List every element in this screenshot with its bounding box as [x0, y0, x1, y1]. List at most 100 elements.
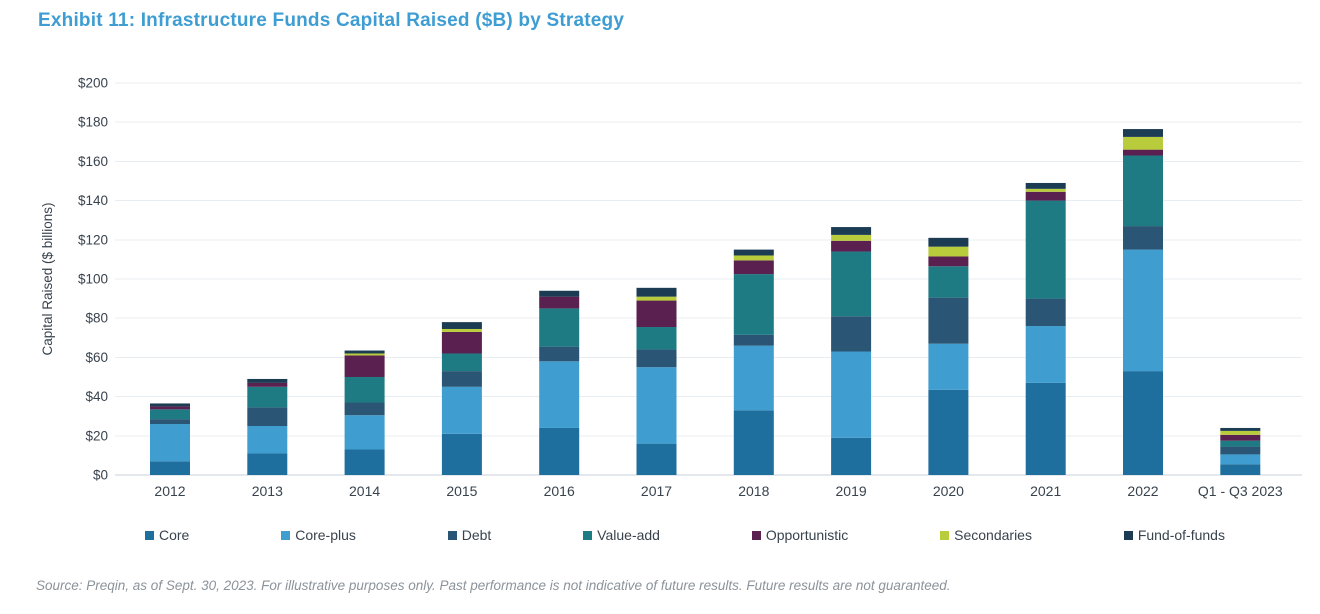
- bar-segment-2013-value-add: [247, 386, 288, 408]
- legend-swatch-icon: [940, 530, 950, 540]
- source-footnote: Source: Preqin, as of Sept. 30, 2023. Fo…: [36, 578, 951, 593]
- bar-segment-2021-core-plus: [1025, 326, 1066, 383]
- bar-segment-2021-debt: [1025, 298, 1066, 327]
- bar-segment-2015-fund-of-funds: [441, 322, 482, 329]
- x-tick-label: 2019: [836, 483, 867, 499]
- bar-segment-2015-secondaries: [441, 328, 482, 332]
- bar-segment-Q1-Q32023-fund-of-funds: [1220, 427, 1261, 431]
- bar-segment-2022-fund-of-funds: [1123, 129, 1163, 137]
- bar-segment-2017-secondaries: [636, 296, 677, 301]
- x-tick-label: 2021: [1030, 483, 1061, 499]
- bar-segment-2017-value-add: [636, 327, 677, 350]
- bar-segment-2018-core-plus: [733, 345, 774, 411]
- bar-segment-2016-debt: [539, 346, 580, 362]
- legend-swatch-icon: [583, 530, 593, 540]
- legend-item-core-plus: Core-plus: [281, 527, 356, 543]
- x-tick-label: 2022: [1127, 483, 1158, 499]
- bar-segment-2014-core-plus: [344, 415, 385, 450]
- bar-segment-2020-opportunistic: [928, 256, 969, 267]
- bar-segment-2017-core: [636, 443, 677, 475]
- bar-segment-2014-secondaries: [344, 353, 385, 356]
- bar-segment-2020-core: [928, 389, 969, 475]
- bar-segment-2014-debt: [344, 402, 385, 416]
- bar-segment-2021-fund-of-funds: [1025, 182, 1066, 189]
- x-tick-label: 2013: [252, 483, 283, 499]
- bar-segment-2014-core: [344, 449, 385, 475]
- bar-segment-2019-opportunistic: [831, 240, 872, 252]
- x-tick-label: 2016: [544, 483, 575, 499]
- bar-segment-2022-core-plus: [1123, 249, 1163, 372]
- bar-segment-2013-opportunistic: [247, 382, 288, 387]
- legend-swatch-icon: [281, 530, 291, 540]
- legend-swatch-icon: [1123, 530, 1133, 540]
- y-axis-title: Capital Raised ($ billions): [40, 202, 55, 355]
- legend-item-debt: Debt: [447, 527, 492, 543]
- chart-title: Exhibit 11: Infrastructure Funds Capital…: [38, 10, 625, 31]
- legend-label: Fund-of-funds: [1137, 527, 1225, 543]
- bar-segment-2020-debt: [928, 297, 969, 344]
- bar-segment-2018-secondaries: [733, 255, 774, 261]
- bar-segment-2015-debt: [441, 371, 482, 387]
- legend-label: Core: [159, 527, 190, 543]
- bar-segment-2013-fund-of-funds: [247, 378, 288, 383]
- bar-segment-2022-core: [1123, 371, 1163, 475]
- bar-segment-2019-value-add: [831, 251, 872, 317]
- bar-segment-2014-fund-of-funds: [344, 350, 385, 354]
- bar-segment-2016-value-add: [539, 308, 580, 347]
- bar-segment-Q1-Q32023-value-add: [1220, 440, 1261, 447]
- bar-segment-2015-core-plus: [441, 386, 482, 434]
- bar-segment-2016-core: [539, 427, 580, 475]
- bar-segment-2019-fund-of-funds: [831, 227, 872, 235]
- y-tick-label: $80: [85, 311, 108, 326]
- bar-segment-2016-opportunistic: [539, 296, 580, 309]
- legend-swatch-icon: [145, 530, 154, 540]
- y-tick-label: $120: [78, 232, 108, 247]
- bar-segment-2018-value-add: [733, 274, 774, 335]
- bar-segment-Q1-Q32023-debt: [1220, 446, 1261, 455]
- x-tick-label: 2015: [446, 483, 477, 499]
- bar-segment-2016-fund-of-funds: [539, 290, 580, 297]
- x-tick-label: 2012: [154, 483, 185, 499]
- bar-segment-2012-value-add: [150, 409, 190, 420]
- bar-segment-2022-opportunistic: [1123, 149, 1163, 156]
- legend-label: Core-plus: [295, 527, 356, 543]
- bar-segment-2022-secondaries: [1123, 136, 1163, 150]
- bar-segment-2017-fund-of-funds: [636, 287, 677, 297]
- bar-segment-2022-debt: [1123, 226, 1163, 250]
- bar-segment-Q1-Q32023-core-plus: [1220, 454, 1261, 465]
- bar-segment-2018-core: [733, 410, 774, 475]
- bar-segment-2012-opportunistic: [150, 406, 190, 410]
- y-tick-label: $60: [85, 350, 108, 365]
- bar-segment-2012-fund-of-funds: [150, 403, 190, 407]
- bar-segment-2015-value-add: [441, 353, 482, 372]
- bar-segment-2014-opportunistic: [344, 355, 385, 377]
- legend-label: Value-add: [597, 527, 660, 543]
- bar-segment-2020-value-add: [928, 266, 969, 298]
- bar-segment-2021-secondaries: [1025, 188, 1066, 192]
- bar-segment-2020-fund-of-funds: [928, 237, 969, 247]
- legend-item-value-add: Value-add: [583, 527, 660, 543]
- y-tick-label: $140: [78, 193, 108, 208]
- bar-segment-2021-value-add: [1025, 200, 1066, 299]
- bar-segment-2019-core: [831, 437, 872, 475]
- y-tick-label: $100: [78, 272, 108, 287]
- bar-segment-2020-secondaries: [928, 246, 969, 257]
- bar-segment-2013-debt: [247, 407, 288, 426]
- y-tick-label: $160: [78, 154, 108, 169]
- bar-segment-2018-fund-of-funds: [733, 249, 774, 256]
- chart-legend: Core Core-plus Debt Value-add Opportunistic S…: [145, 527, 1225, 543]
- legend-item-secondaries: Secondaries: [940, 527, 1032, 543]
- bar-segment-2014-value-add: [344, 377, 385, 403]
- bar-segment-2018-debt: [733, 334, 774, 346]
- bar-segment-Q1-Q32023-core: [1220, 464, 1261, 475]
- legend-label: Debt: [461, 527, 492, 543]
- legend-item-opportunistic: Opportunistic: [751, 527, 848, 543]
- bar-segment-2012-core-plus: [150, 424, 190, 462]
- bar-segment-2021-opportunistic: [1025, 191, 1066, 201]
- legend-item-core: Core: [145, 527, 189, 543]
- bar-segment-2017-opportunistic: [636, 300, 677, 328]
- x-tick-label: 2020: [933, 483, 964, 499]
- legend-swatch-icon: [751, 530, 761, 540]
- bar-segment-2019-debt: [831, 316, 872, 352]
